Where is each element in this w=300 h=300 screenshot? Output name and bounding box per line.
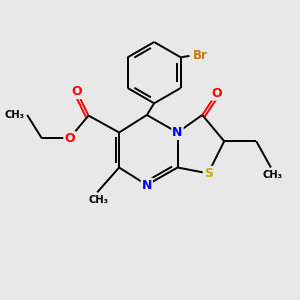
Text: N: N xyxy=(172,126,183,139)
Text: CH₃: CH₃ xyxy=(4,110,24,120)
Text: O: O xyxy=(71,85,82,98)
Text: O: O xyxy=(212,87,222,100)
Text: CH₃: CH₃ xyxy=(89,195,109,205)
Text: Br: Br xyxy=(193,50,208,62)
Text: CH₃: CH₃ xyxy=(262,170,282,180)
Text: S: S xyxy=(204,167,213,180)
Text: N: N xyxy=(142,178,152,191)
Text: O: O xyxy=(64,132,75,145)
